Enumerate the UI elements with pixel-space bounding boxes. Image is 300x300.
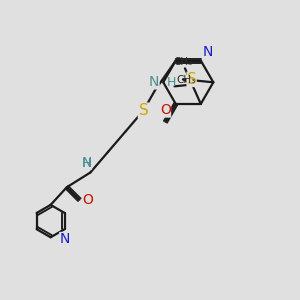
Text: N: N	[59, 232, 70, 246]
Text: H: H	[159, 76, 177, 89]
Text: S: S	[139, 103, 148, 118]
Text: H: H	[74, 157, 92, 169]
Text: O: O	[160, 103, 171, 117]
Text: N: N	[149, 75, 159, 89]
Text: CH₃: CH₃	[176, 75, 195, 85]
Text: O: O	[82, 193, 93, 207]
Text: N: N	[82, 155, 92, 170]
Text: CH₃: CH₃	[174, 57, 193, 67]
Text: S: S	[187, 72, 196, 87]
Text: N: N	[202, 45, 213, 59]
